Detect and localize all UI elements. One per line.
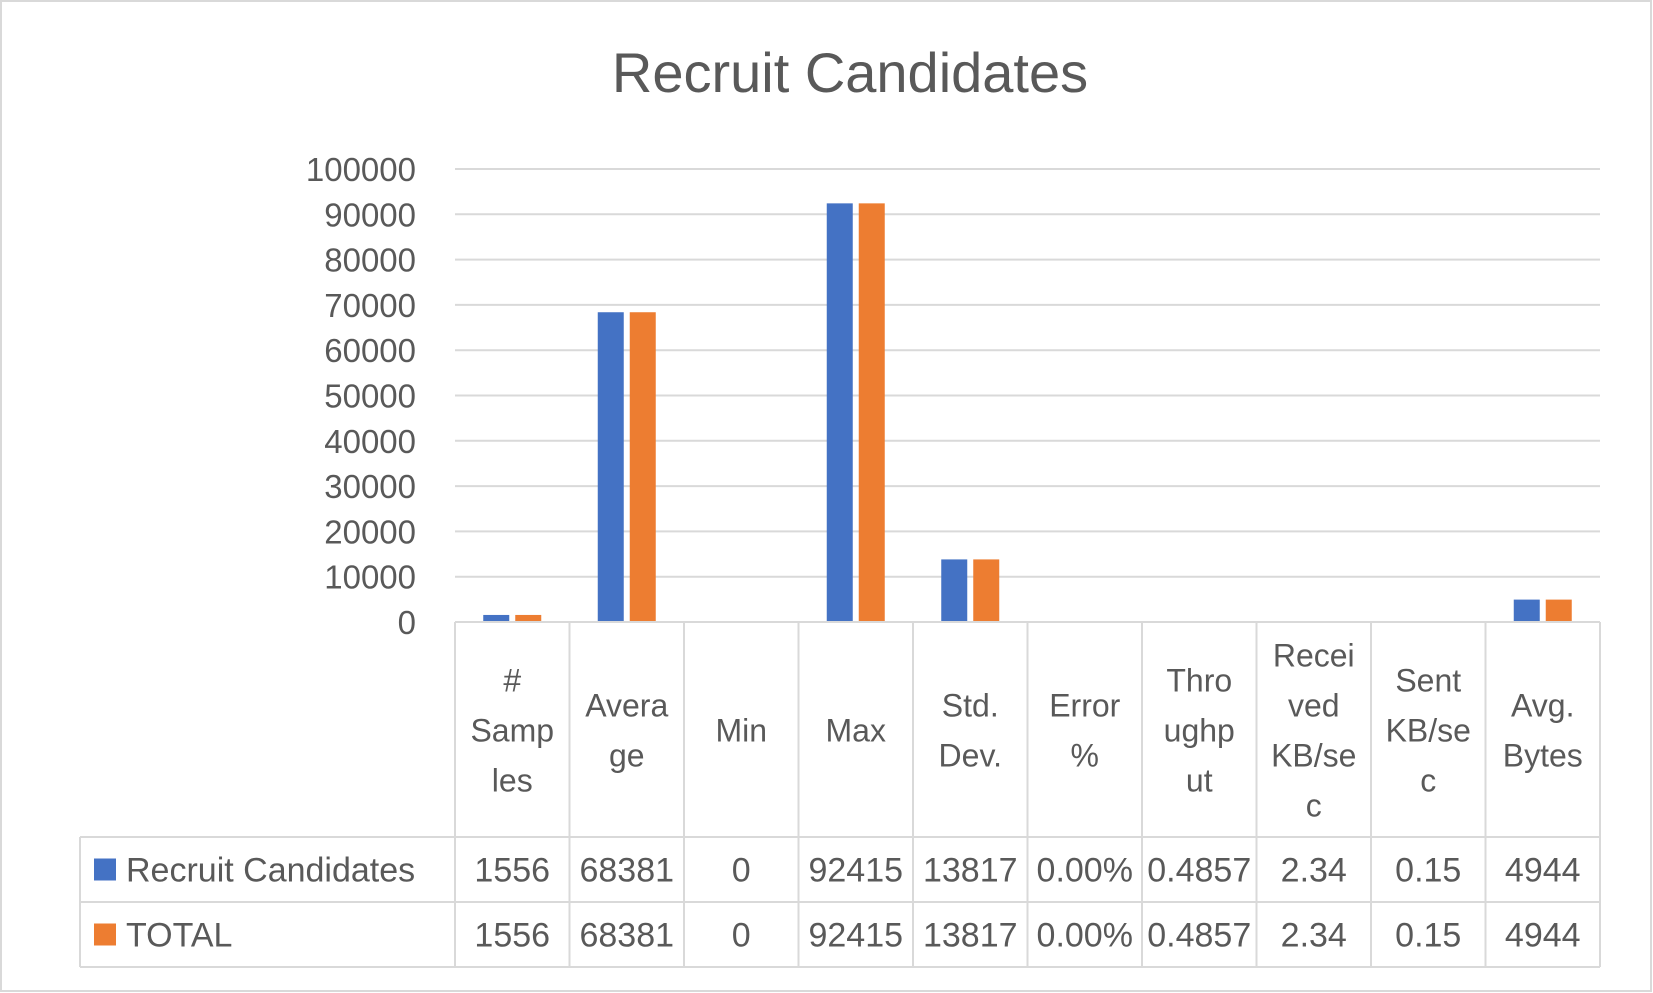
data-label: 0.15 [1395, 852, 1461, 890]
data-label: 68381 [579, 852, 674, 890]
legend-key [94, 858, 116, 881]
category-label: Error [1049, 688, 1120, 724]
bar [483, 614, 510, 622]
data-label: 0.4857 [1147, 852, 1251, 890]
category-label: Avera [585, 688, 668, 724]
category-label: Avg. [1511, 688, 1574, 724]
y-tick-label: 60000 [324, 332, 416, 369]
data-label: 92415 [808, 917, 903, 955]
category-label: KB/se [1271, 738, 1356, 774]
y-tick-label: 0 [398, 604, 416, 641]
data-label: 0.15 [1395, 917, 1461, 955]
category-label: Thro [1166, 663, 1232, 699]
category-label: c [1306, 788, 1322, 824]
bar [941, 559, 968, 622]
y-tick-label: 100000 [306, 151, 416, 188]
bar [629, 312, 656, 622]
chart-title: Recruit Candidates [612, 41, 1088, 104]
y-tick-label: 90000 [324, 196, 416, 233]
category-label: ughp [1164, 713, 1235, 749]
data-label: 2.34 [1281, 917, 1347, 955]
data-label: 0 [732, 852, 751, 890]
y-tick-label: 10000 [324, 559, 416, 596]
bar [973, 559, 1000, 622]
data-label: 13817 [923, 852, 1018, 890]
y-tick-label: 40000 [324, 423, 416, 460]
bar [1513, 599, 1540, 622]
category-label: Dev. [939, 738, 1002, 774]
data-label: 2.34 [1281, 852, 1347, 890]
data-label: 1556 [474, 917, 550, 955]
data-label: 0.00% [1037, 852, 1133, 890]
category-label: Max [826, 713, 886, 749]
y-axis-ticks: 0 10000 20000 30000 40000 50000 60000 70000 8000… [306, 151, 416, 641]
bar [597, 312, 624, 622]
series-name: TOTAL [126, 917, 232, 955]
category-label: KB/se [1386, 713, 1471, 749]
data-label: 0 [732, 917, 751, 955]
category-label: Sent [1395, 663, 1461, 699]
category-label: Samp [470, 713, 554, 749]
category-label: les [492, 763, 533, 799]
category-label: Recei [1273, 638, 1355, 674]
data-label: 92415 [808, 852, 903, 890]
bar [858, 203, 885, 622]
category-label: c [1420, 763, 1436, 799]
bar [515, 614, 542, 622]
y-tick-label: 30000 [324, 468, 416, 505]
y-tick-label: 50000 [324, 378, 416, 415]
data-label: 4944 [1505, 917, 1581, 955]
data-label: 0.00% [1037, 917, 1133, 955]
category-label: ut [1186, 763, 1213, 799]
category-label: # [503, 663, 521, 699]
bar [1545, 599, 1572, 622]
category-label: % [1071, 738, 1099, 774]
y-tick-label: 80000 [324, 242, 416, 279]
y-tick-label: 70000 [324, 287, 416, 324]
data-label: 1556 [474, 852, 550, 890]
data-table: # Samp les Avera ge Min Max Std. Dev. Error% Thro u… [79, 621, 1601, 968]
category-label: ved [1288, 688, 1340, 724]
data-label: 4944 [1505, 852, 1581, 890]
series-name: Recruit Candidates [126, 852, 415, 890]
data-label: 0.4857 [1147, 917, 1251, 955]
legend-key [94, 923, 116, 946]
category-label: Std. [942, 688, 999, 724]
bar [826, 203, 853, 622]
category-label: Bytes [1503, 738, 1583, 774]
data-label: 68381 [579, 917, 674, 955]
data-label: 13817 [923, 917, 1018, 955]
bars [483, 203, 1572, 622]
category-label: Min [715, 713, 767, 749]
category-label: ge [609, 738, 645, 774]
y-tick-label: 20000 [324, 513, 416, 550]
